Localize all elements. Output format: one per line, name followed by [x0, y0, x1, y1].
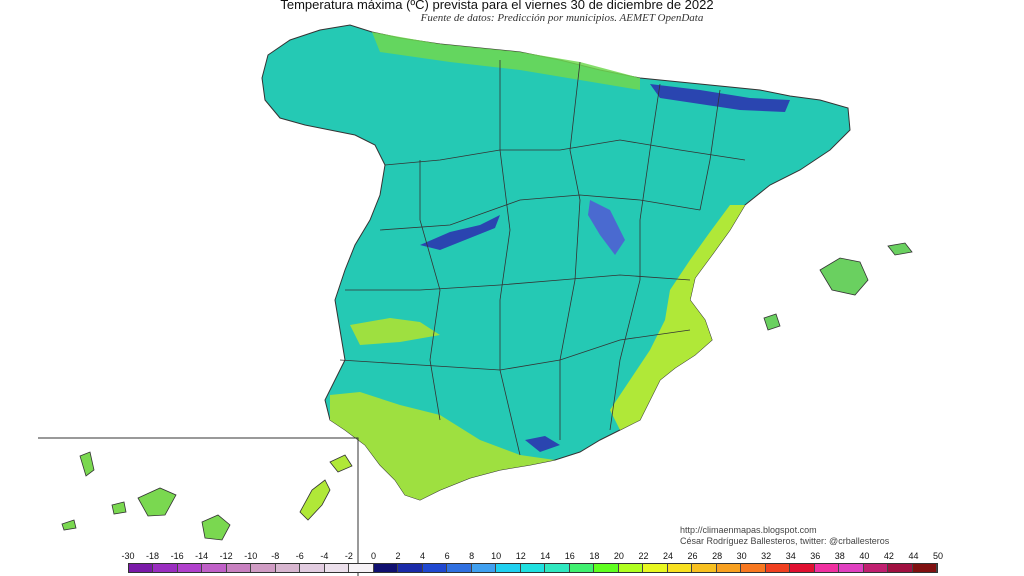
mediterranean-coast-warm	[610, 205, 745, 430]
map-subtitle: Fuente de datos: Predicción por municipi…	[420, 12, 704, 24]
credits-author: César Rodríguez Ballesteros, twitter: @c…	[680, 536, 890, 546]
legend-swatch	[618, 564, 644, 572]
central-system-cold	[420, 215, 500, 250]
legend-label: 36	[810, 551, 821, 561]
legend-label: 12	[515, 551, 526, 561]
legend-swatch	[129, 564, 154, 572]
legend-label: 50	[932, 551, 944, 561]
legend-swatch	[202, 564, 227, 572]
legend-label: 6	[444, 551, 450, 561]
legend-label: 2	[395, 551, 401, 561]
legend-label: 8	[469, 551, 475, 561]
legend-swatch	[667, 564, 693, 572]
legend-swatch	[545, 564, 570, 572]
legend-swatch	[496, 564, 521, 572]
iberian-system-cold	[588, 200, 625, 255]
la-gomera-island	[111, 501, 127, 515]
legend-color-bar	[128, 563, 938, 573]
iberian-peninsula	[261, 24, 851, 501]
legend-label: 42	[883, 551, 894, 561]
legend-label: 28	[712, 551, 723, 561]
fuerteventura-island	[299, 479, 331, 521]
legend-swatch	[275, 564, 301, 572]
mallorca-island	[819, 257, 869, 296]
legend-swatch	[373, 564, 399, 572]
legend-swatch	[594, 564, 619, 572]
legend-label: 0	[370, 551, 376, 561]
legend-label: 4	[420, 551, 426, 561]
legend-label: -2	[344, 551, 353, 561]
map-title: Temperatura máxima (ºC) prevista para el…	[280, 0, 714, 12]
lanzarote-island	[329, 454, 353, 473]
legend-swatch	[398, 564, 423, 572]
legend-swatch	[839, 564, 864, 572]
legend-label: -10	[244, 551, 258, 561]
legend-swatch	[520, 564, 546, 572]
legend-label: 32	[761, 551, 772, 561]
north-coast-warm	[372, 32, 640, 90]
legend-label: 18	[589, 551, 600, 561]
legend-swatch	[912, 564, 937, 572]
legend-label: 20	[613, 551, 624, 561]
legend-swatch	[790, 564, 815, 572]
legend-label: 38	[834, 551, 845, 561]
legend-swatch	[349, 564, 374, 572]
andalusia-coast-warm	[330, 392, 555, 500]
legend-label: 26	[687, 551, 698, 561]
legend-swatch	[863, 564, 889, 572]
menorca-island	[887, 242, 913, 256]
legend-label: 40	[859, 551, 870, 561]
legend-swatch	[569, 564, 595, 572]
legend-swatch	[814, 564, 840, 572]
sierra-nevada-cold	[525, 436, 560, 452]
legend-label: -14	[195, 551, 209, 561]
legend-swatch	[692, 564, 717, 572]
legend-swatch	[447, 564, 472, 572]
legend-label: -4	[320, 551, 329, 561]
pyrenees-cold	[650, 84, 790, 112]
legend-swatch	[153, 564, 178, 572]
credits: http://climaenmapas.blogspot.com César R…	[680, 525, 889, 547]
legend-label: -12	[219, 551, 233, 561]
legend-label: 24	[662, 551, 674, 561]
color-legend: -30 -18 -16 -14 -12 -10 -8 -6 -4 -2 0 2 4 6 8 10 12 14 16 1…	[121, 551, 943, 574]
legend-label: 14	[540, 551, 551, 561]
gran-canaria-island	[201, 514, 231, 541]
legend-label: -30	[121, 551, 135, 561]
tenerife-island	[137, 487, 177, 517]
legend-swatch	[251, 564, 276, 572]
legend-label: -18	[146, 551, 160, 561]
legend-label: 22	[638, 551, 649, 561]
legend-swatch	[324, 564, 350, 572]
legend-labels: -30 -18 -16 -14 -12 -10 -8 -6 -4 -2 0 2 4 6 8 10 12 14 16 1…	[121, 551, 943, 563]
legend-label: -16	[170, 551, 184, 561]
credits-url: http://climaenmapas.blogspot.com	[680, 525, 817, 535]
legend-swatch	[300, 564, 325, 572]
canary-islands	[61, 451, 353, 541]
legend-swatch	[177, 564, 203, 572]
legend-swatch	[765, 564, 791, 572]
legend-label: -6	[295, 551, 304, 561]
el-hierro-island	[61, 519, 77, 531]
ibiza-island	[763, 313, 781, 331]
legend-label: 34	[785, 551, 796, 561]
guadiana-valley-warm	[350, 318, 440, 345]
legend-swatch	[471, 564, 497, 572]
legend-swatch	[741, 564, 766, 572]
legend-label: 16	[564, 551, 575, 561]
legend-swatch	[226, 564, 252, 572]
legend-swatch	[888, 564, 913, 572]
balearic-islands	[763, 242, 913, 331]
canary-inset-border	[38, 437, 359, 576]
legend-swatch	[422, 564, 448, 572]
legend-swatch	[716, 564, 742, 572]
legend-label: 10	[491, 551, 502, 561]
legend-label: 30	[736, 551, 747, 561]
legend-swatch	[643, 564, 668, 572]
la-palma-island	[79, 451, 95, 477]
legend-label: 44	[908, 551, 919, 561]
legend-label: -8	[271, 551, 280, 561]
province-borders	[339, 60, 746, 456]
